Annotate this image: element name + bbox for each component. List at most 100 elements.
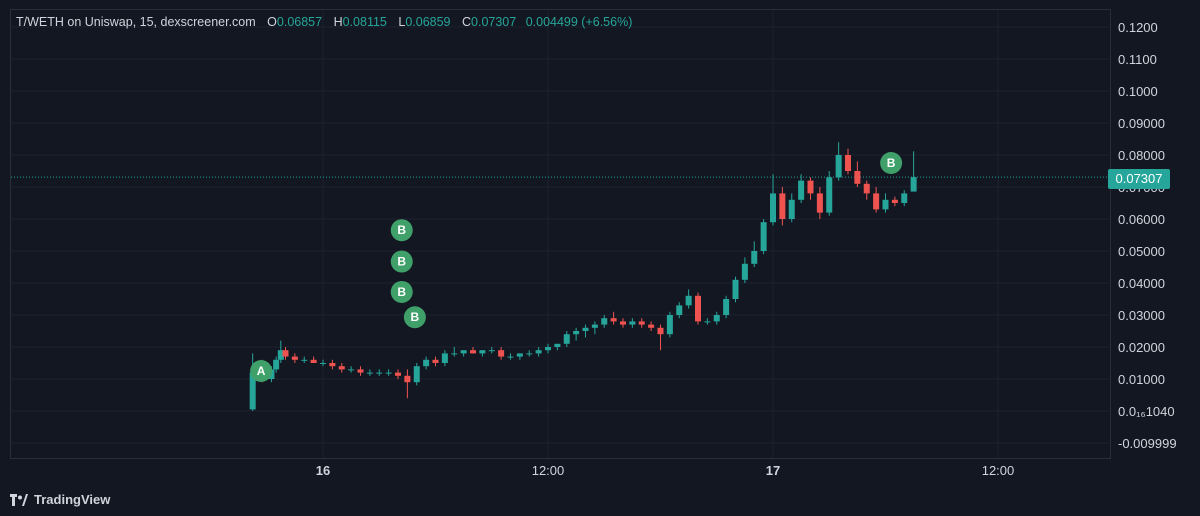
candle-body xyxy=(854,171,861,184)
open-label: O xyxy=(267,15,277,29)
x-tick-label: 16 xyxy=(316,463,330,478)
tradingview-logo[interactable]: TradingView xyxy=(10,492,110,507)
trade-marker-label: B xyxy=(397,285,406,299)
candle-body xyxy=(620,321,626,325)
candle-body xyxy=(638,321,645,325)
candle-body xyxy=(873,193,880,210)
change-value: 0.004499 (+6.56%) xyxy=(525,15,633,29)
y-tick-label: 0.03000 xyxy=(1118,308,1165,323)
candle-body xyxy=(713,315,720,322)
candle-body xyxy=(685,295,692,306)
candle-body xyxy=(723,299,730,315)
trade-marker xyxy=(390,250,413,273)
candle-body xyxy=(760,222,767,251)
tradingview-label: TradingView xyxy=(34,492,111,507)
x-tick-label: 17 xyxy=(766,463,780,478)
candle-body xyxy=(376,372,383,374)
candle-body xyxy=(277,350,284,360)
candle-body xyxy=(460,350,467,354)
low-value: 0.06859 xyxy=(405,15,451,29)
high-label: H xyxy=(333,15,343,29)
candle-body xyxy=(535,350,542,354)
candle-body xyxy=(648,324,655,328)
y-tick-label: 0.04000 xyxy=(1118,276,1165,291)
trade-marker xyxy=(880,152,903,174)
candle-body xyxy=(770,193,776,223)
candle-body xyxy=(273,359,280,370)
trade-marker-label: B xyxy=(887,156,896,170)
candle-body xyxy=(845,155,851,171)
candle-body xyxy=(704,321,711,323)
last-price-tag: 0.07307 xyxy=(1108,169,1170,189)
candle-body xyxy=(629,321,636,325)
candle-body xyxy=(695,295,701,322)
candle-body xyxy=(835,155,842,178)
pair-title: T/WETH on Uniswap, 15, dexscreener.com xyxy=(16,15,256,29)
candle-body xyxy=(732,279,739,299)
candle-body xyxy=(826,177,833,213)
candle-body xyxy=(545,347,551,351)
candle-body xyxy=(310,359,317,363)
close-value: 0.07307 xyxy=(471,15,517,29)
candle-body xyxy=(423,359,430,367)
price-axis-separator xyxy=(1110,9,1111,459)
candle-body xyxy=(488,350,495,352)
candle-body xyxy=(291,356,298,360)
ohlc-legend: T/WETH on Uniswap, 15, dexscreener.com O… xyxy=(16,15,632,29)
candle-body xyxy=(779,193,786,219)
candle-body xyxy=(329,363,336,367)
candle-body xyxy=(432,359,439,363)
candle-body xyxy=(348,369,355,371)
y-tick-label: 0.05000 xyxy=(1118,244,1165,259)
y-tick-label: 0.01000 xyxy=(1118,372,1165,387)
y-tick-label: -0.009999 xyxy=(1118,436,1177,451)
trade-marker-label: A xyxy=(257,364,266,378)
trade-marker-label: B xyxy=(397,255,406,269)
candle-body xyxy=(366,372,373,374)
candle-body xyxy=(338,366,345,370)
candle-body xyxy=(807,180,814,194)
y-tick-label: 0.08000 xyxy=(1118,148,1165,163)
candle-body xyxy=(554,343,561,347)
candle-body xyxy=(507,356,514,358)
candle-body xyxy=(516,353,523,357)
trade-marker xyxy=(390,219,413,242)
candle-body xyxy=(563,334,570,344)
candle-body xyxy=(741,263,748,280)
open-value: 0.06857 xyxy=(276,15,323,29)
y-tick-label: 0.09000 xyxy=(1118,116,1165,131)
candle-body xyxy=(404,375,411,383)
candle-body xyxy=(591,324,598,328)
trade-marker-label: B xyxy=(397,223,406,237)
candle-body xyxy=(676,305,683,315)
candle-body xyxy=(470,350,476,354)
candle-body xyxy=(479,350,486,354)
candle-body xyxy=(751,251,758,264)
tradingview-icon xyxy=(10,493,28,506)
y-tick-label: 0.0₁₆1040 xyxy=(1118,404,1175,419)
candle-body xyxy=(882,199,889,210)
candle-body xyxy=(320,363,326,364)
close-label: C xyxy=(461,15,472,29)
candle-body xyxy=(582,327,589,331)
candle-body xyxy=(657,327,664,335)
candle-body xyxy=(601,318,608,325)
candle-body xyxy=(798,180,805,200)
candle-body xyxy=(413,366,420,383)
candle-body xyxy=(357,369,364,373)
x-tick-label: 12:00 xyxy=(982,463,1015,478)
candle-body xyxy=(573,331,580,335)
trade-marker xyxy=(250,360,273,382)
y-tick-label: 0.02000 xyxy=(1118,340,1165,355)
y-tick-label: 0.1000 xyxy=(1118,84,1158,99)
candle-body xyxy=(395,372,401,376)
x-tick-label: 12:00 xyxy=(532,463,565,478)
high-value: 0.08115 xyxy=(342,15,387,29)
y-tick-label: 0.1200 xyxy=(1118,20,1158,35)
candle-body xyxy=(666,315,673,335)
candle-body xyxy=(498,350,505,357)
candle-body xyxy=(891,199,898,203)
candle-body xyxy=(910,177,917,192)
